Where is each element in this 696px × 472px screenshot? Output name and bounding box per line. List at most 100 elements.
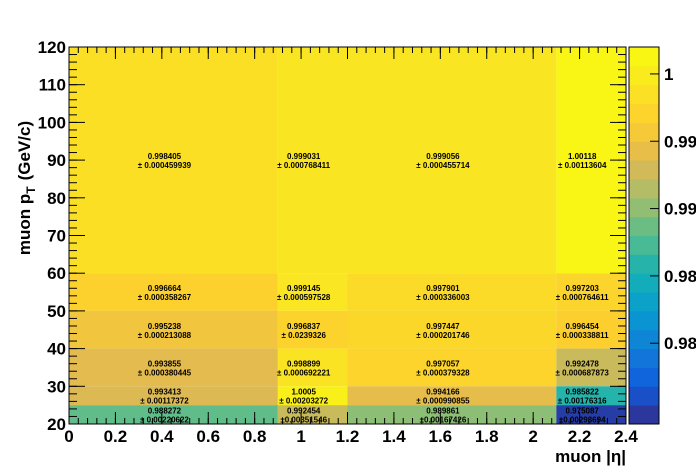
heatmap-cell [277, 386, 348, 406]
cell-value-label: 0.993413 [148, 388, 182, 397]
heatmap-cell [556, 273, 626, 311]
cell-value-label: 0.997447 [426, 322, 460, 331]
cell-value-label: 0.988272 [148, 407, 182, 416]
color-scale-band [629, 216, 659, 236]
heatmap-cell [69, 310, 278, 349]
y-tick-label: 50 [47, 302, 66, 321]
x-tick-label: 0.6 [196, 427, 220, 446]
heatmap-cell [69, 348, 278, 387]
heatmap-cell [277, 310, 348, 349]
y-axis-title-unit: (GeV/c) [15, 121, 34, 181]
color-scale-band [629, 367, 659, 387]
color-scale-band [629, 122, 659, 142]
cell-value-label: 0.999031 [287, 152, 321, 161]
cell-value-label: 0.999056 [426, 152, 460, 161]
color-scale-tick-label: 0.98 [664, 267, 696, 286]
cell-value-label: 0.992454 [287, 407, 321, 416]
cell-value-label: 0.989861 [426, 407, 460, 416]
color-scale-band [629, 292, 659, 312]
cell-error-label: ± 0.0239326 [281, 331, 326, 340]
y-tick-label: 20 [47, 415, 66, 434]
y-tick-label: 120 [38, 38, 66, 57]
color-scale-band [629, 348, 659, 368]
y-tick-label: 80 [47, 189, 66, 208]
color-scale-band [629, 405, 659, 425]
heatmap-cell [347, 348, 557, 387]
color-scale-band [629, 178, 659, 199]
y-axis-title-sub: T [24, 186, 38, 194]
cell-value-label: 0.998899 [287, 359, 321, 368]
cell-error-label: ± 0.000379328 [416, 368, 470, 377]
y-tick-label: 30 [47, 377, 66, 396]
cell-value-label: 0.975087 [566, 407, 600, 416]
heatmap-cell [69, 405, 278, 424]
x-tick-label: 2 [528, 427, 537, 446]
cell-value-label: 0.997057 [426, 359, 460, 368]
heatmap-cell [277, 47, 348, 274]
y-tick-label: 90 [47, 151, 66, 170]
heatmap-cell [347, 386, 557, 406]
y-axis-title-main: muon p [15, 194, 34, 255]
cell-value-label: 0.992478 [566, 359, 600, 368]
cell-error-label: ± 0.000692221 [277, 368, 331, 377]
cell-error-label: ± 0.000597528 [277, 293, 331, 302]
cell-value-label: 0.994166 [426, 388, 460, 397]
cell-error-label: ± 0.00117372 [140, 397, 189, 406]
cell-value-label: 0.997203 [566, 284, 600, 293]
x-tick-label: 0.8 [243, 427, 267, 446]
color-scale-frame [628, 46, 660, 425]
cell-value-label: 0.997901 [426, 284, 460, 293]
color-scale-band [629, 254, 659, 274]
cell-value-label: 0.998405 [148, 152, 182, 161]
cell-value-label: 0.993855 [148, 359, 182, 368]
heatmap-cell [347, 405, 557, 424]
cell-value-label: 0.985822 [566, 388, 600, 397]
x-tick-label: 1.8 [475, 427, 499, 446]
heatmap-cell [556, 405, 626, 424]
color-scale: 0.98 0.98 0.99 0.99 1 [628, 46, 696, 425]
cell-error-label: ± 0.000201746 [416, 331, 470, 340]
cell-value-label: 0.996837 [287, 322, 321, 331]
color-scale-band [629, 65, 659, 86]
cell-error-label: ± 0.000459939 [138, 161, 192, 170]
y-tick-label: 70 [47, 227, 66, 246]
color-scale-band [629, 235, 659, 255]
cell-error-label: ±0.00351546 [280, 416, 327, 425]
x-axis-title: muon |η| [555, 447, 626, 466]
y-tick-label: 100 [38, 113, 66, 132]
cell-error-label: ±0.00167426 [420, 416, 467, 425]
cell-error-label: ± 0.000336003 [416, 293, 470, 302]
cell-error-label: ± 0.000990855 [416, 397, 470, 406]
x-tick-label: 1.2 [336, 427, 360, 446]
heatmap-cell [277, 405, 348, 424]
cell-value-label: 1.00118 [568, 152, 597, 161]
color-scale-band [629, 310, 659, 331]
cell-value-label: 1.0005 [291, 388, 316, 397]
x-tick-label: 0 [64, 427, 73, 446]
x-tick-label: 1.6 [429, 427, 453, 446]
x-tick-label: 1.4 [382, 427, 406, 446]
cell-error-label: ± 0.000380445 [138, 368, 192, 377]
color-scale-band [629, 84, 659, 105]
cell-error-label: ±0.00293694 [559, 416, 606, 425]
y-axis-title: muon pT (GeV/c) [15, 121, 38, 255]
color-scale-band [629, 329, 659, 350]
y-tick-label: 60 [47, 264, 66, 283]
cell-error-label: ± 0.00220622 [140, 416, 189, 425]
color-scale-band [629, 141, 659, 161]
heatmap-cell [69, 47, 278, 274]
color-scale-tick-label: 0.98 [664, 334, 696, 353]
color-scale-tick-label: 0.99 [664, 132, 696, 151]
cell-error-label: ± 0.000687873 [556, 368, 610, 377]
cell-error-label: ± 0.00203272 [279, 397, 328, 406]
x-tick-label: 0.2 [104, 427, 128, 446]
cell-error-label: ± 0.000455714 [416, 161, 470, 170]
heatmap-cell [347, 310, 557, 349]
y-axis: 20 30 40 50 60 70 80 90 100 110 120 [38, 38, 626, 434]
heatmap-cell [556, 310, 626, 349]
heatmap-cell [277, 348, 348, 387]
color-scale-band [629, 103, 659, 123]
cell-error-label: ± 0.000768411 [277, 161, 330, 170]
x-tick-label: 2.4 [614, 427, 638, 446]
